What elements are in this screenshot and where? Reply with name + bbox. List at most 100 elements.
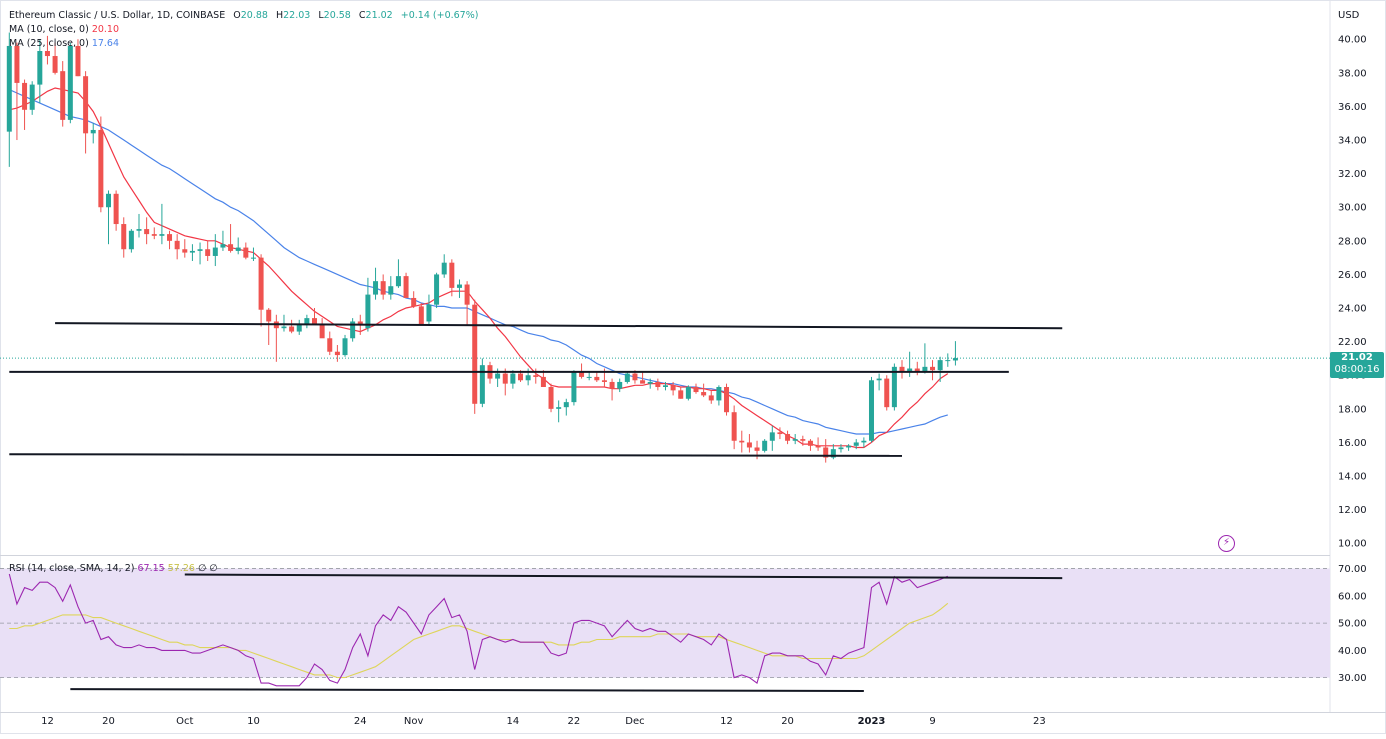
candle-body <box>876 378 882 381</box>
candle-body <box>479 365 485 404</box>
candle-body <box>174 240 180 250</box>
price-axis-tick: 26.00 <box>1338 270 1367 281</box>
candle-body <box>746 442 752 448</box>
candle-body <box>739 440 745 443</box>
time-axis-tick: 12 <box>720 716 733 727</box>
candle-body <box>334 351 340 356</box>
candle-body <box>754 447 760 451</box>
legend-rsi-sma-value: 57.26 <box>167 563 195 574</box>
candle-body <box>136 229 142 231</box>
rsi-axis-tick: 40.00 <box>1338 646 1367 657</box>
candle-body <box>388 286 394 295</box>
legend-ma10[interactable]: MA (10, close, 0) 20.10 <box>9 23 119 36</box>
candle-body <box>235 247 241 251</box>
price-axis-currency: USD <box>1338 10 1360 21</box>
candle-body <box>98 129 104 208</box>
candle-body <box>647 381 653 384</box>
candle-body <box>868 380 874 441</box>
legend-high-label: H <box>275 10 284 21</box>
candle-body <box>716 387 722 401</box>
candle-body <box>724 387 730 413</box>
candle-body <box>495 373 501 379</box>
candle-body <box>212 247 218 256</box>
legend-rsi[interactable]: RSI (14, close, SMA, 14, 2) 67.15 57.26 … <box>9 563 218 574</box>
candle-body <box>922 366 928 372</box>
candle-body <box>685 387 691 399</box>
candle-body <box>44 51 50 57</box>
time-axis-tick: 20 <box>781 716 794 727</box>
candle-body <box>571 371 577 403</box>
legend-high: 22.03 <box>283 10 311 21</box>
candle-body <box>205 249 211 256</box>
candle-body <box>281 326 287 329</box>
legend-ma10-value: 20.10 <box>91 24 120 35</box>
candle-body <box>708 395 714 401</box>
trend-line <box>70 688 864 692</box>
legend-symbol[interactable]: Ethereum Classic / U.S. Dollar, 1D, COIN… <box>9 10 226 21</box>
candle-body <box>579 371 585 377</box>
candle-body <box>586 376 592 378</box>
rsi-line <box>8 573 949 687</box>
candle-body <box>731 412 737 441</box>
candle-body <box>167 234 173 241</box>
candle-body <box>464 284 470 305</box>
time-axis-tick: 22 <box>568 716 581 727</box>
candle-body <box>693 387 699 393</box>
candle-body <box>228 244 234 251</box>
candle-body <box>75 45 81 77</box>
candle-body <box>518 373 524 381</box>
candle-body <box>548 387 554 409</box>
candle-body <box>670 385 676 391</box>
time-axis-tick: 24 <box>354 716 367 727</box>
time-axis-tick: 23 <box>1033 716 1046 727</box>
flash-icon[interactable]: ⚡ <box>1218 535 1235 552</box>
candle-body <box>510 373 516 384</box>
candle-body <box>502 373 508 384</box>
candle-body <box>533 375 539 377</box>
candle-body <box>60 71 66 120</box>
candle-body <box>945 360 951 362</box>
price-axis-tick: 10.00 <box>1338 539 1367 550</box>
legend-open-label: O <box>233 10 241 21</box>
price-axis-tick: 36.00 <box>1338 102 1367 113</box>
rsi-axis-tick: 50.00 <box>1338 619 1367 630</box>
time-axis-tick: 2023 <box>858 716 886 727</box>
legend-low-label: L <box>318 10 324 21</box>
candle-body <box>357 321 363 325</box>
candle-body <box>151 234 157 236</box>
candle-body <box>861 440 867 443</box>
candle-body <box>411 297 417 307</box>
candle-body <box>418 306 424 325</box>
candle-body <box>380 281 386 295</box>
ma10-line <box>9 87 949 449</box>
candle-body <box>220 244 226 248</box>
candle-body <box>777 432 783 435</box>
candle-body <box>144 229 150 235</box>
price-axis-tick: 40.00 <box>1338 35 1367 46</box>
candle-body <box>540 376 546 387</box>
candle-body <box>29 84 35 110</box>
candle-body <box>807 440 813 446</box>
legend-ma25[interactable]: MA (25, close, 0) 17.64 <box>9 37 119 50</box>
candle-body <box>594 376 600 381</box>
candle-body <box>403 276 409 298</box>
legend-ma25-label: MA (25, close, 0) <box>9 38 89 49</box>
ma25-line <box>9 89 948 435</box>
candle-body <box>395 276 401 287</box>
rsi-axis-tick: 70.00 <box>1338 564 1367 575</box>
candle-body <box>296 324 302 332</box>
price-axis-tick: 22.00 <box>1338 337 1367 348</box>
candle-body <box>792 439 798 441</box>
candle-body <box>350 321 356 339</box>
legend-close-label: C <box>358 10 366 21</box>
candle-body <box>342 338 348 356</box>
price-axis-tick: 24.00 <box>1338 304 1367 315</box>
candle-body <box>67 45 73 120</box>
price-axis-tick: 38.00 <box>1338 68 1367 79</box>
candle-body <box>884 378 890 408</box>
candle-body <box>304 318 310 325</box>
rsi-axis-tick: 30.00 <box>1338 673 1367 684</box>
candle-body <box>899 366 905 372</box>
